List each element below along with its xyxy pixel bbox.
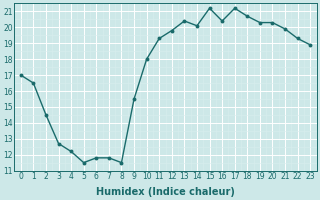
X-axis label: Humidex (Indice chaleur): Humidex (Indice chaleur) [96,187,235,197]
